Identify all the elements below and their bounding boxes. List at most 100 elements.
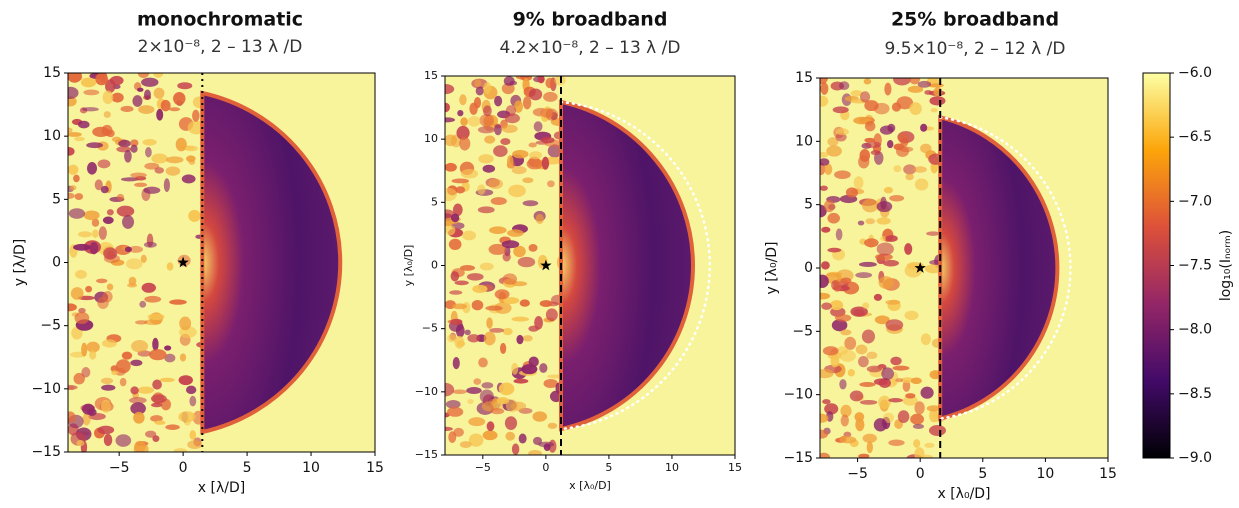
speckle bbox=[179, 353, 187, 362]
speckle bbox=[474, 79, 482, 88]
speckle bbox=[905, 393, 916, 399]
speckle bbox=[145, 430, 157, 438]
speckle bbox=[177, 82, 193, 90]
speckle bbox=[539, 363, 548, 373]
speckle bbox=[74, 311, 90, 325]
speckle bbox=[488, 178, 503, 189]
speckle bbox=[70, 287, 84, 300]
speckle bbox=[528, 325, 539, 332]
speckle bbox=[454, 335, 465, 349]
speckle bbox=[141, 282, 156, 293]
speckle bbox=[885, 319, 904, 331]
speckle bbox=[109, 75, 124, 86]
speckle bbox=[859, 148, 871, 162]
speckle bbox=[820, 158, 830, 166]
speckle bbox=[188, 159, 196, 165]
speckle bbox=[870, 150, 881, 156]
colorbar-tick-label: −6.5 bbox=[1178, 129, 1212, 145]
speckle bbox=[838, 81, 850, 90]
image bbox=[68, 73, 375, 452]
speckle bbox=[181, 174, 196, 184]
speckle bbox=[545, 77, 555, 89]
speckle bbox=[473, 96, 482, 109]
speckle bbox=[914, 401, 925, 415]
speckle bbox=[835, 228, 843, 241]
speckle bbox=[526, 158, 543, 170]
speckle bbox=[148, 349, 167, 361]
speckle bbox=[475, 86, 484, 96]
speckle bbox=[905, 173, 914, 181]
colorbar-tick-label: −8.5 bbox=[1178, 386, 1212, 402]
speckle bbox=[102, 216, 114, 224]
speckle bbox=[914, 447, 925, 458]
x-tick-label: 0 bbox=[916, 466, 925, 482]
speckle bbox=[188, 209, 201, 222]
speckle bbox=[830, 300, 844, 311]
speckle bbox=[489, 327, 505, 333]
speckle bbox=[499, 342, 507, 355]
x-tick-label: −5 bbox=[109, 460, 130, 476]
speckle bbox=[115, 359, 131, 374]
speckle bbox=[875, 253, 893, 261]
speckle bbox=[862, 433, 877, 443]
speckle bbox=[876, 201, 893, 213]
speckle bbox=[134, 182, 148, 188]
speckle bbox=[68, 164, 79, 175]
colorbar bbox=[1142, 72, 1171, 459]
speckle bbox=[832, 106, 849, 114]
y-tick-label: 15 bbox=[43, 65, 61, 81]
speckle bbox=[106, 283, 114, 291]
speckle bbox=[178, 411, 196, 423]
chart-subtitle: 4.2×10⁻⁸, 2 – 13 λ /D bbox=[500, 38, 681, 58]
speckle bbox=[547, 144, 562, 158]
speckle bbox=[537, 76, 545, 84]
speckle bbox=[853, 176, 864, 190]
speckle bbox=[101, 384, 116, 391]
y-tick-label: −10 bbox=[31, 381, 61, 397]
panel: −5 0 5 10 15 −15 −10 −5 0 5 10 15 x [λ₀/D] y [λ₀/D] 25… bbox=[764, 9, 1234, 503]
speckle bbox=[920, 333, 931, 346]
speckle bbox=[86, 341, 100, 353]
speckle bbox=[82, 412, 91, 426]
x-tick-label: 5 bbox=[243, 460, 252, 476]
speckle bbox=[528, 450, 543, 455]
speckle bbox=[857, 220, 865, 226]
speckle bbox=[129, 397, 147, 404]
speckle bbox=[101, 124, 113, 137]
speckle bbox=[489, 226, 507, 235]
speckle bbox=[853, 116, 871, 125]
speckle bbox=[820, 452, 831, 458]
speckle bbox=[187, 440, 203, 450]
colorbar-tick-label: −7.5 bbox=[1178, 258, 1212, 274]
speckle bbox=[929, 83, 944, 88]
speckle bbox=[528, 243, 538, 252]
speckle bbox=[897, 410, 910, 423]
speckle bbox=[457, 109, 464, 117]
speckle bbox=[445, 399, 461, 409]
speckle bbox=[459, 441, 472, 448]
speckle bbox=[820, 185, 828, 191]
speckle bbox=[824, 403, 839, 415]
speckle bbox=[486, 421, 495, 432]
speckle bbox=[820, 95, 829, 107]
x-axis-label: x [λ/D] bbox=[198, 480, 245, 496]
x-tick-label: 5 bbox=[978, 466, 987, 482]
speckle bbox=[485, 305, 503, 311]
speckle bbox=[837, 346, 848, 355]
speckle bbox=[86, 142, 103, 149]
speckle bbox=[904, 310, 919, 321]
speckle bbox=[483, 331, 496, 346]
speckle bbox=[913, 439, 921, 448]
speckle bbox=[502, 327, 513, 336]
speckle bbox=[503, 76, 515, 86]
speckle bbox=[130, 359, 143, 367]
speckle bbox=[133, 411, 145, 424]
speckle bbox=[124, 246, 132, 252]
speckle bbox=[119, 377, 127, 387]
speckle bbox=[68, 73, 82, 83]
speckle bbox=[169, 299, 187, 305]
speckle bbox=[884, 82, 892, 96]
speckle bbox=[532, 411, 548, 422]
speckle bbox=[517, 256, 536, 268]
